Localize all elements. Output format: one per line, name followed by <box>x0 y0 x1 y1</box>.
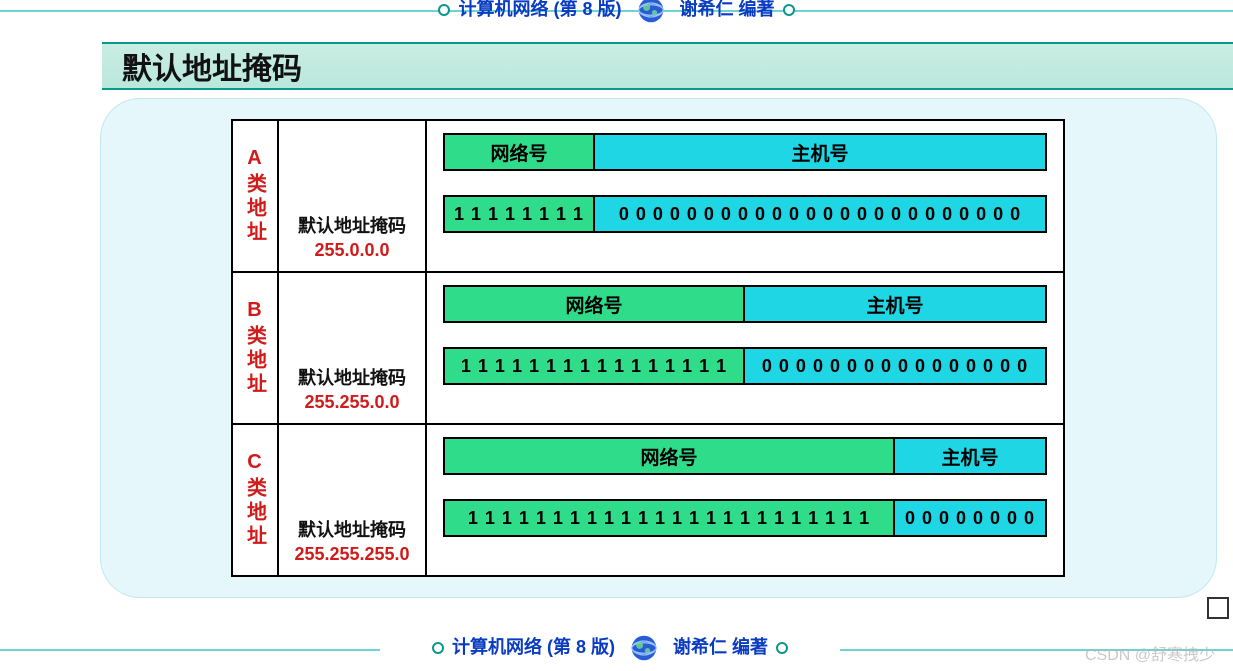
class-label: A类地址 <box>233 121 279 271</box>
bullet-icon <box>783 4 795 16</box>
network-segment: 网络号 <box>445 287 745 321</box>
mask-cell: 默认地址掩码255.255.255.0 <box>279 425 427 575</box>
bits-bar: 1 1 1 1 1 1 1 10 0 0 0 0 0 0 0 0 0 0 0 0… <box>443 195 1047 233</box>
bullet-icon <box>776 642 788 654</box>
table-row: B类地址默认地址掩码255.255.0.0网络号主机号1 1 1 1 1 1 1… <box>233 273 1063 425</box>
top-credit: 计算机网络 (第 8 版) 谢希仁 编著 <box>0 0 1233 24</box>
label-bar: 网络号主机号 <box>443 133 1047 171</box>
page-title: 默认地址掩码 <box>122 44 302 88</box>
table-row: A类地址默认地址掩码255.0.0.0网络号主机号1 1 1 1 1 1 1 1… <box>233 121 1063 273</box>
bullet-icon <box>432 642 444 654</box>
mask-label: 默认地址掩码 <box>298 364 406 390</box>
globe-icon <box>630 634 658 662</box>
content-panel: A类地址默认地址掩码255.0.0.0网络号主机号1 1 1 1 1 1 1 1… <box>100 98 1217 598</box>
network-segment: 网络号 <box>445 439 895 473</box>
bits-bar: 1 1 1 1 1 1 1 1 1 1 1 1 1 1 1 1 1 1 1 1 … <box>443 499 1047 537</box>
mask-ip: 255.0.0.0 <box>314 240 389 261</box>
diagram-cell: 网络号主机号1 1 1 1 1 1 1 1 1 1 1 1 1 1 1 1 1 … <box>427 425 1063 575</box>
author-bottom: 谢希仁 编著 <box>673 637 768 657</box>
mask-cell: 默认地址掩码255.0.0.0 <box>279 121 427 271</box>
mask-table: A类地址默认地址掩码255.0.0.0网络号主机号1 1 1 1 1 1 1 1… <box>231 119 1065 577</box>
label-bar: 网络号主机号 <box>443 437 1047 475</box>
bottom-credit: 计算机网络 (第 8 版) 谢希仁 编著 <box>380 633 840 662</box>
globe-icon <box>637 0 665 24</box>
corner-box <box>1207 597 1229 619</box>
zeros-bits: 0 0 0 0 0 0 0 0 0 0 0 0 0 0 0 0 0 0 0 0 … <box>595 197 1045 231</box>
mask-label: 默认地址掩码 <box>298 516 406 542</box>
table-row: C类地址默认地址掩码255.255.255.0网络号主机号1 1 1 1 1 1… <box>233 425 1063 575</box>
host-segment: 主机号 <box>595 135 1045 169</box>
ones-bits: 1 1 1 1 1 1 1 1 1 1 1 1 1 1 1 1 <box>445 349 745 383</box>
ones-bits: 1 1 1 1 1 1 1 1 <box>445 197 595 231</box>
bits-bar: 1 1 1 1 1 1 1 1 1 1 1 1 1 1 1 10 0 0 0 0… <box>443 347 1047 385</box>
diagram-cell: 网络号主机号1 1 1 1 1 1 1 1 1 1 1 1 1 1 1 10 0… <box>427 273 1063 423</box>
bullet-icon <box>438 4 450 16</box>
mask-cell: 默认地址掩码255.255.0.0 <box>279 273 427 423</box>
zeros-bits: 0 0 0 0 0 0 0 0 0 0 0 0 0 0 0 0 <box>745 349 1045 383</box>
book-title-top: 计算机网络 (第 8 版) <box>458 0 621 19</box>
book-title-bottom: 计算机网络 (第 8 版) <box>452 637 615 657</box>
zeros-bits: 0 0 0 0 0 0 0 0 <box>895 501 1045 535</box>
class-label: B类地址 <box>233 273 279 423</box>
host-segment: 主机号 <box>895 439 1045 473</box>
network-segment: 网络号 <box>445 135 595 169</box>
mask-ip: 255.255.255.0 <box>294 544 409 565</box>
author-top: 谢希仁 编著 <box>680 0 775 19</box>
host-segment: 主机号 <box>745 287 1045 321</box>
page-title-bar: 默认地址掩码 <box>102 42 1233 90</box>
watermark: CSDN @舒寒拽少 <box>1085 641 1215 665</box>
label-bar: 网络号主机号 <box>443 285 1047 323</box>
mask-ip: 255.255.0.0 <box>304 392 399 413</box>
diagram-cell: 网络号主机号1 1 1 1 1 1 1 10 0 0 0 0 0 0 0 0 0… <box>427 121 1063 271</box>
mask-label: 默认地址掩码 <box>298 212 406 238</box>
ones-bits: 1 1 1 1 1 1 1 1 1 1 1 1 1 1 1 1 1 1 1 1 … <box>445 501 895 535</box>
class-label: C类地址 <box>233 425 279 575</box>
